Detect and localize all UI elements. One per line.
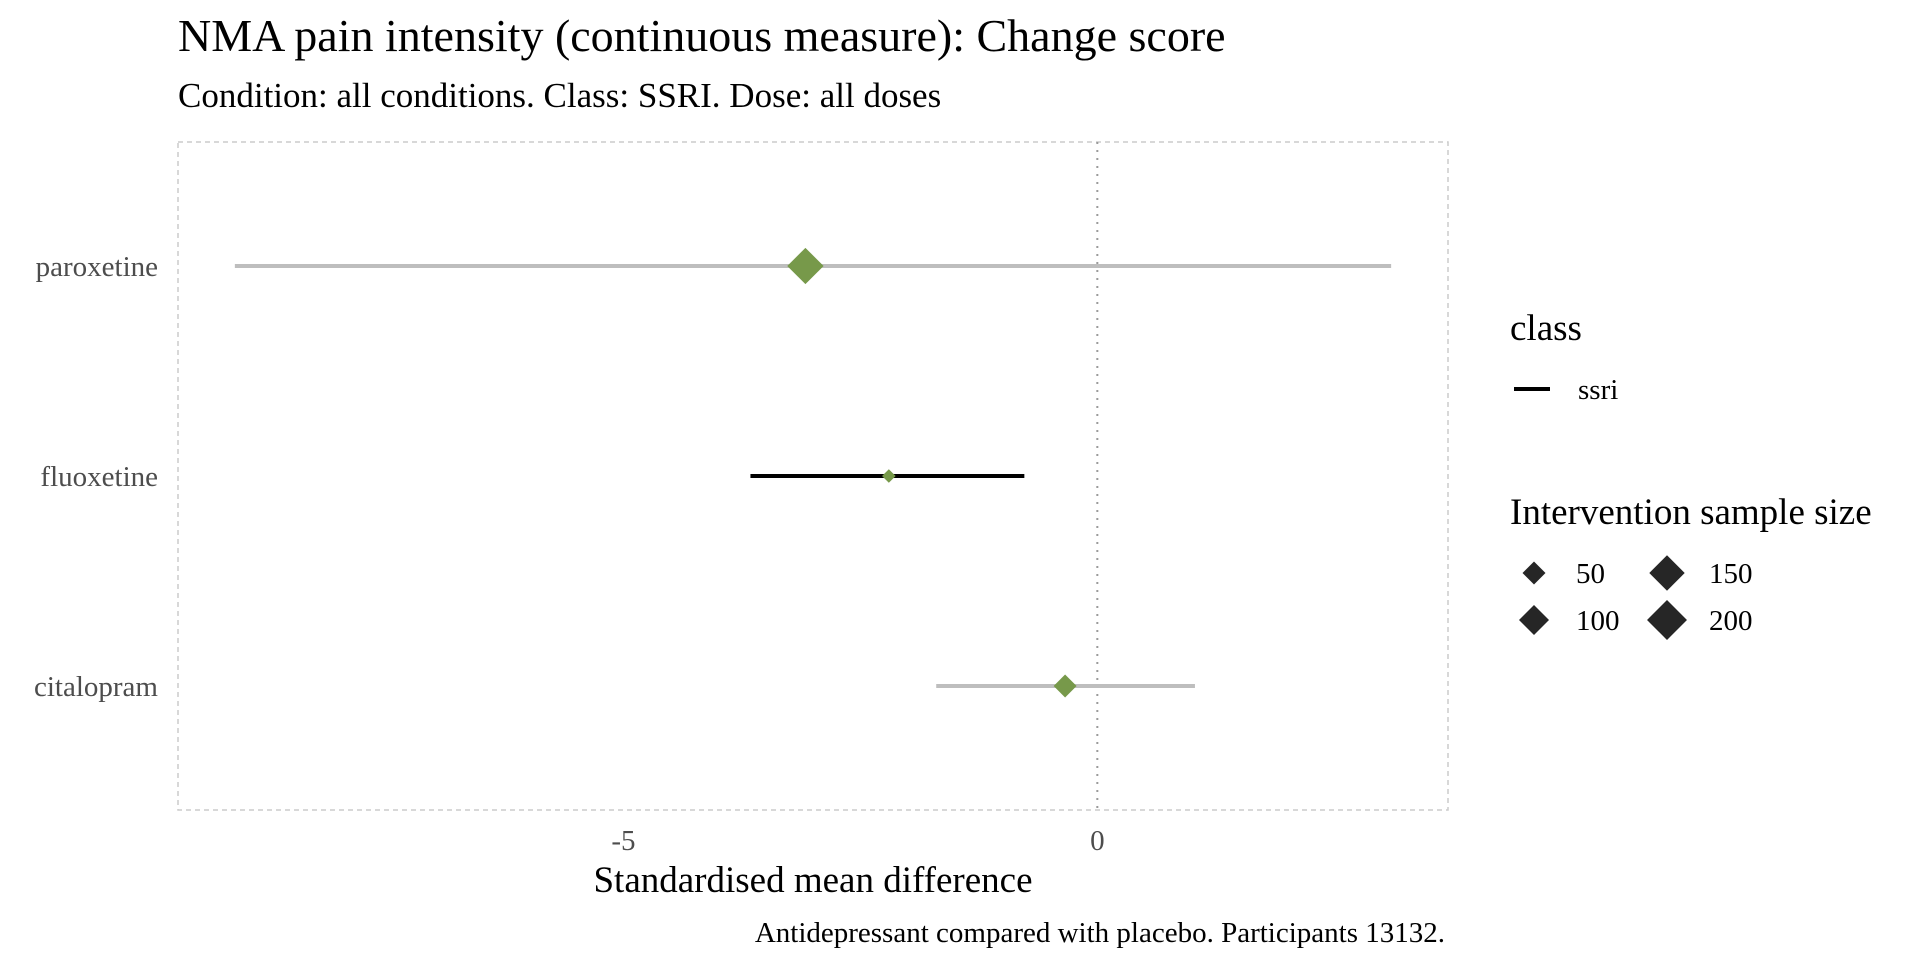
panel-border	[177, 141, 1449, 811]
legend-size-marker-100	[1519, 605, 1549, 635]
chart-title: NMA pain intensity (continuous measure):…	[178, 10, 1226, 61]
x-axis-title: Standardised mean difference	[593, 860, 1032, 901]
legend-size-title: Intervention sample size	[1510, 492, 1872, 533]
legend: class ssri Intervention sample size 50 15…	[1510, 308, 1872, 640]
chart-caption: Antidepressant compared with placebo. Pa…	[754, 917, 1445, 949]
y-axis-labels: paroxetine fluoxetine citalopram	[34, 251, 158, 703]
legend-size-label-150: 150	[1709, 558, 1753, 590]
y-label-paroxetine: paroxetine	[36, 251, 158, 283]
legend-size-label-200: 200	[1709, 605, 1753, 637]
y-label-citalopram: citalopram	[34, 671, 158, 703]
chart-subtitle: Condition: all conditions. Class: SSRI. …	[178, 76, 942, 115]
y-label-fluoxetine: fluoxetine	[40, 461, 158, 493]
legend-size-marker-50	[1522, 561, 1546, 585]
legend-size-marker-150	[1649, 555, 1685, 591]
legend-size-label-50: 50	[1576, 558, 1605, 590]
x-axis-ticks: -5 0	[611, 825, 1104, 857]
legend-size-label-100: 100	[1576, 605, 1620, 637]
point-citalopram	[1053, 674, 1077, 698]
x-tick-label-1: 0	[1090, 825, 1105, 857]
confidence-intervals	[234, 264, 1392, 688]
legend-size-marker-200	[1647, 600, 1687, 640]
x-tick-label-0: -5	[611, 825, 635, 857]
point-paroxetine	[787, 247, 824, 285]
legend-class-title: class	[1510, 308, 1582, 349]
legend-class-label: ssri	[1578, 374, 1618, 406]
point-fluoxetine	[882, 469, 896, 483]
point-estimates	[787, 247, 1077, 698]
legend-size-items: 50 150 100 200	[1519, 555, 1753, 640]
